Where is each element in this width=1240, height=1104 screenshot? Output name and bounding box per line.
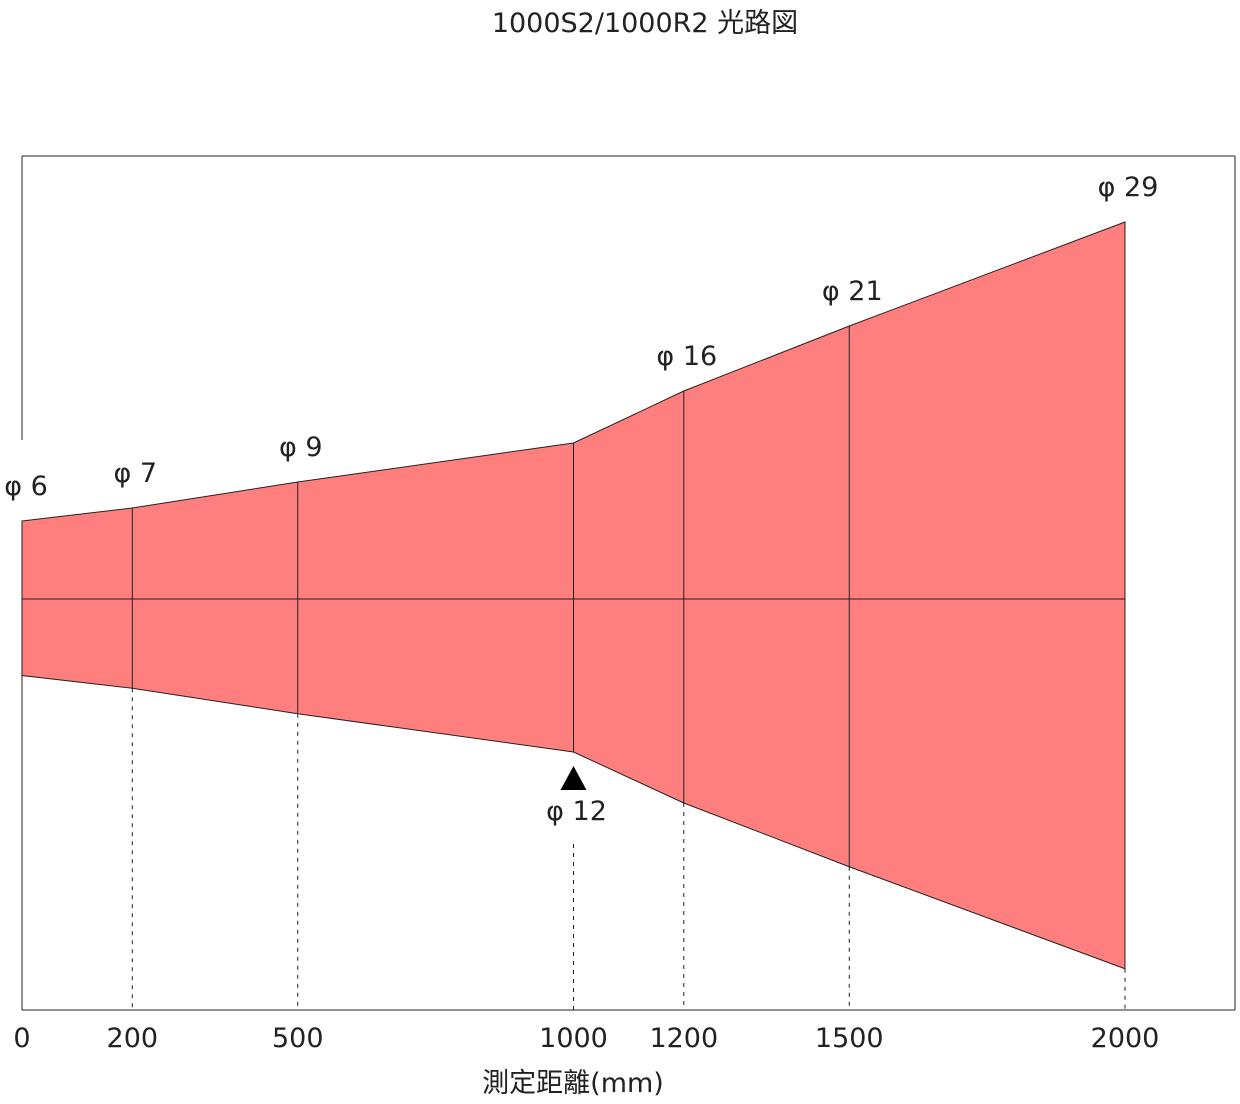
diameter-label-500: φ 9 <box>279 432 323 463</box>
diameter-label-1500: φ 21 <box>822 276 883 307</box>
x-tick-label: 0 <box>13 1023 30 1054</box>
diameter-label-2000: φ 29 <box>1098 172 1159 203</box>
x-tick-label: 2000 <box>1091 1023 1160 1054</box>
plot-frame <box>21 155 1236 1011</box>
guide-layer <box>131 688 1126 1010</box>
x-axis-label: 測定距離(mm) <box>482 1068 664 1099</box>
x-tick-label: 1200 <box>649 1023 718 1054</box>
chart-title: 1000S2/1000R2 光路図 <box>492 8 798 39</box>
x-tick-label: 1000 <box>539 1023 608 1054</box>
diameter-label-1200: φ 16 <box>656 341 717 372</box>
focus-marker <box>560 766 587 790</box>
x-tick-labels: 0 200 500 1000 1200 1500 2000 <box>13 1023 1159 1054</box>
diameter-label-0: φ 6 <box>4 471 48 502</box>
diameter-labels: φ 6 φ 7 φ 9 φ 12 φ 16 φ 21 φ 29 <box>4 172 1158 827</box>
diameter-label-200: φ 7 <box>114 458 158 489</box>
x-tick-label: 1500 <box>815 1023 884 1054</box>
x-tick-label: 200 <box>107 1023 159 1054</box>
x-tick-label: 500 <box>272 1023 324 1054</box>
diameter-label-1000: φ 12 <box>546 796 607 827</box>
